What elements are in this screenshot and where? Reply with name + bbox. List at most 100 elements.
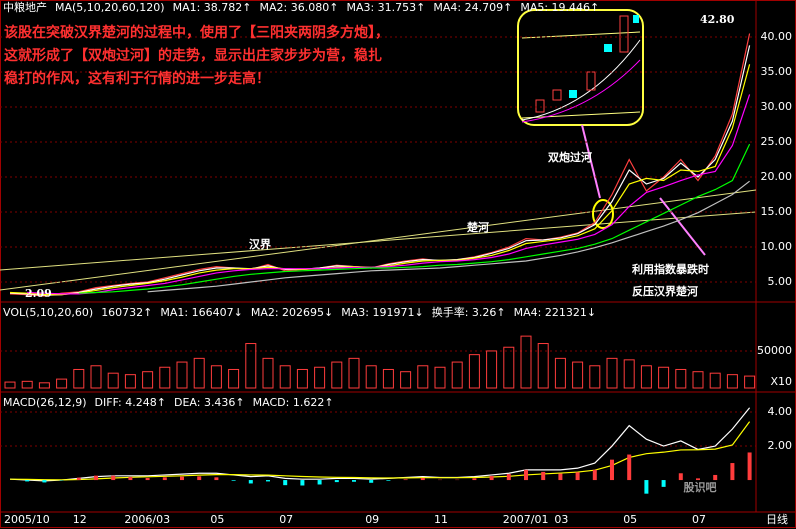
annotation: 反压汉界楚河 <box>632 284 698 298</box>
header-text: VOL(5,10,20,60) <box>3 306 93 319</box>
annotation: 楚河 <box>467 220 489 234</box>
header-text: MA2: 202695↓ <box>251 306 333 319</box>
y-tick-label: 50000 <box>757 344 792 357</box>
volume-bar <box>675 368 687 389</box>
volume-bar <box>451 361 463 389</box>
header-text: 中粮地产 <box>3 0 47 14</box>
header-text: MA(5,10,20,60,120) <box>55 1 165 14</box>
series-line <box>78 143 751 294</box>
inset <box>517 9 644 126</box>
y-tick-label: 15.00 <box>761 205 793 218</box>
x-tick-label: 05 <box>623 513 637 526</box>
volume-bar <box>296 368 308 389</box>
volume-bar <box>589 365 601 389</box>
header-text: MACD(26,12,9) <box>3 396 87 409</box>
x-tick-label: 2007/01 <box>503 513 549 526</box>
volume-bar <box>572 361 584 389</box>
volume-bar <box>486 350 498 389</box>
volume-bar <box>210 365 222 389</box>
y-tick-label: 2.00 <box>768 439 793 452</box>
watermark: 股识吧 <box>684 481 717 494</box>
volume-bar <box>4 381 16 389</box>
volume-bar <box>348 357 360 389</box>
y-tick-label: 35.00 <box>761 65 793 78</box>
y-tick-label: 4.00 <box>768 405 793 418</box>
x-tick-label: 07 <box>692 513 706 526</box>
volume-bar <box>176 361 188 389</box>
series-line <box>9 64 751 296</box>
volume-bar <box>73 368 85 389</box>
volume-bar <box>314 366 326 389</box>
volume-bar <box>554 357 566 389</box>
volume-bar <box>658 366 670 389</box>
volume-bar <box>520 335 532 389</box>
volume-bar <box>606 357 618 389</box>
header-text: MA1: 166407↓ <box>160 306 242 319</box>
annotation: 双炮过河 <box>548 150 592 164</box>
volume-bar <box>245 343 257 389</box>
volume-bar <box>56 378 68 389</box>
volume-bar <box>640 365 652 389</box>
annotation: 利用指数暴跌时 <box>632 262 709 276</box>
header-text: MA4: 221321↓ <box>514 306 596 319</box>
volume-bar <box>331 361 343 389</box>
x-tick-label: 09 <box>365 513 379 526</box>
series-line <box>27 94 751 295</box>
volume-bar <box>107 372 119 389</box>
volume-bar <box>279 365 291 389</box>
annotation: 汉界 <box>249 237 271 251</box>
x-tick-label: 07 <box>279 513 293 526</box>
x-tick-label: 2006/03 <box>124 513 170 526</box>
volume-bar <box>228 368 240 389</box>
volume-bar <box>726 374 738 389</box>
volume-bar <box>124 374 136 389</box>
volume-bar <box>382 368 394 389</box>
trend-lines <box>0 189 757 291</box>
x-tick-label: 05 <box>210 513 224 526</box>
volume-bar <box>262 357 274 389</box>
volume-bar <box>417 365 429 389</box>
header-text: MACD: 1.622↑ <box>253 396 334 409</box>
header-text: MA1: 38.782↑ <box>173 1 252 14</box>
annotation: 42.80 <box>700 13 735 26</box>
volume-bar <box>503 346 515 389</box>
series-line <box>147 180 750 293</box>
header-text: 160732↑ <box>101 306 152 319</box>
x-tick-label: 12 <box>73 513 87 526</box>
annotation: 2.09 <box>25 287 52 300</box>
x-tick-label: 11 <box>434 513 448 526</box>
header-text: MA3: 31.753↑ <box>346 1 425 14</box>
volume-bar <box>159 366 171 389</box>
header-text: MA3: 191971↓ <box>341 306 423 319</box>
y-tick-label: 40.00 <box>761 30 793 43</box>
volume-bar <box>709 372 721 389</box>
series-line <box>9 407 751 482</box>
series-line <box>9 421 751 481</box>
x-tick-label: 2005/10 <box>4 513 50 526</box>
header-text: 换手率: 3.26↑ <box>432 305 506 319</box>
volume-bar <box>468 354 480 389</box>
y-tick-label: 10.00 <box>761 240 793 253</box>
volume-bar <box>623 359 635 389</box>
volume-bar <box>21 380 33 389</box>
header-text: MA4: 24.709↑ <box>433 1 512 14</box>
volume-bar <box>90 365 102 389</box>
volume-bar <box>365 365 377 389</box>
y-tick-label: 30.00 <box>761 100 793 113</box>
period-label: 日线 <box>766 512 788 526</box>
header-text: MA2: 36.080↑ <box>260 1 339 14</box>
header-text: DIFF: 4.248↑ <box>95 396 166 409</box>
unit-label: X10 <box>770 375 792 388</box>
y-tick-label: 5.00 <box>768 275 793 288</box>
volume-bar <box>193 357 205 389</box>
volume-bar <box>38 382 50 389</box>
volume-bar <box>537 343 549 389</box>
x-tick-label: 03 <box>554 513 568 526</box>
header-text: MA5: 19.446↑ <box>520 1 599 14</box>
volume-bar <box>142 371 154 389</box>
header-text: DEA: 3.436↑ <box>174 396 245 409</box>
volume-bar <box>434 366 446 389</box>
y-tick-label: 20.00 <box>761 170 793 183</box>
